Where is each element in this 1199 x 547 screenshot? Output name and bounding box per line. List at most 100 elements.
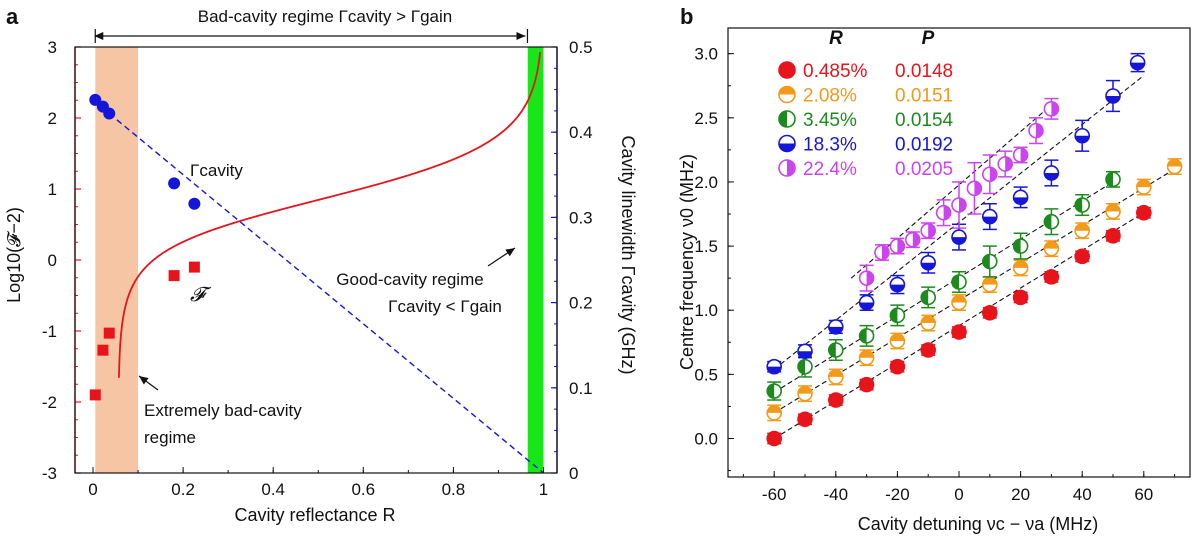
b-point [1012,260,1029,276]
a-gamma-point [188,197,201,210]
b-legend-marker [778,61,796,79]
b-y-tick-label: 1.0 [694,301,718,320]
b-point [1105,228,1121,244]
a-shaded-regions [95,47,544,473]
a-x-tick-label: 0 [88,480,97,499]
b-point [1105,203,1121,220]
a-y-left-tick-label: 2 [48,109,57,128]
a-gamma-cavity-label: Γcavity [190,161,243,180]
panel-b-label: b [680,4,693,29]
b-x-tick-label: -60 [762,485,787,504]
a-x-tick-label: 0.8 [442,480,466,499]
b-point [1136,204,1152,221]
b-point [766,383,783,399]
b-point [920,254,937,271]
a-y-right-tick-label: 0.2 [569,294,593,313]
b-point [797,411,813,428]
a-F-point [103,327,115,339]
b-y-tick-label: 0.5 [694,365,718,384]
panel-a: a 0 0.2 0.4 0.6 0.8 1 -3 -2 -1 0 1 2 3 0 0.1 0.2 0.3 0.4 0… [4,4,638,525]
b-point [920,342,937,358]
b-point [766,358,783,375]
panel-b: b -60 -40 -20 0 20 40 600.00.51.01.52.02.53.0 … [677,4,1191,534]
b-point [951,324,967,340]
a-F-point [97,344,109,356]
b-point [889,333,906,349]
a-plot-frame [74,46,558,474]
b-point [1043,101,1060,117]
b-point [904,231,921,248]
b-point [827,319,844,335]
b-legend-R-value: 18.3% [803,135,857,156]
b-point [1043,240,1060,257]
b-x-tick-label: 0 [954,485,963,504]
b-y-tick-label: 2.0 [694,173,718,192]
b-point [1074,222,1090,239]
a-gamma-point [89,93,102,106]
b-point [766,405,783,421]
b-point [827,342,844,358]
b-point [951,274,967,290]
b-x-tick-label: -40 [824,485,849,504]
a-shade-good-cavity [527,47,544,473]
b-legend-R-value: 0.485% [803,61,868,82]
b-legend-P-value: 0.0205 [895,159,953,180]
a-y-left-tick-label: -2 [42,393,57,412]
a-y-left-tick-label: -1 [42,322,57,341]
b-point [889,358,906,375]
a-y-axis-left-label: Log10(𝓕−2) [4,207,24,303]
b-legend-P-value: 0.0154 [895,110,954,131]
b-legend-R-value: 3.45% [803,110,857,131]
b-point [797,358,813,375]
b-plot-frame [727,27,1191,478]
b-x-axis-label: Cavity detuning νc − νa (MHz) [858,514,1099,534]
panel-a-label: a [6,4,19,29]
b-point [1074,248,1090,265]
b-ticks: -60 -40 -20 0 20 40 60 0.0 0.5 1.0 1.5 2.0 2.5 3.0 [694,45,1176,504]
b-point [1012,147,1029,163]
b-point [951,229,967,245]
a-y-left-tick-label: 3 [48,38,57,57]
b-legend-header-R: R [829,28,843,49]
b-legend-P-value: 0.0192 [895,135,953,156]
b-point [1129,54,1146,71]
b-x-tick-label: 40 [1073,485,1092,504]
a-extremely-bad-label-1: Extremely bad-cavity [144,401,302,420]
a-gamma-dashed-line [108,112,544,474]
b-point [797,385,813,402]
a-x-tick-label: 0.4 [261,480,285,499]
a-good-cavity-label-2: Γcavity < Γgain [388,297,502,316]
b-point [889,276,906,293]
b-point [889,307,906,324]
a-F-label: 𝓕 [190,282,212,306]
a-gamma-point [168,177,181,190]
b-point [997,156,1014,172]
b-point [889,238,906,254]
a-x-tick-label: 0.2 [171,480,195,499]
b-y-tick-label: 1.5 [694,237,718,256]
b-point [1136,179,1152,195]
b-point [1105,88,1121,104]
b-point [1074,127,1090,144]
b-point [981,166,998,183]
b-legend: 0.485% 0.0148 2.08% 0.0151 3.45% 0.0154 18.3% 0… [778,61,954,180]
b-point [1028,122,1044,139]
a-y-axis-right-label: Cavity linewidth Γcavity (GHz) [618,136,638,375]
a-y-right-tick-label: 0 [569,464,578,483]
b-fit-line [773,168,1175,414]
b-x-tick-label: 60 [1134,485,1153,504]
b-point [858,328,875,344]
a-shade-extremely-bad-cavity [95,47,139,473]
a-x-axis-label: Cavity reflectance R [234,505,395,525]
b-point [797,343,813,360]
a-F-point [188,261,200,273]
b-point [858,376,875,393]
b-series [766,52,1183,447]
b-point [1012,238,1029,254]
a-F-point [89,389,101,401]
b-point [920,289,937,306]
b-legend-marker [778,159,796,177]
b-point [1043,165,1060,181]
a-good-cavity-arrow [487,247,516,267]
